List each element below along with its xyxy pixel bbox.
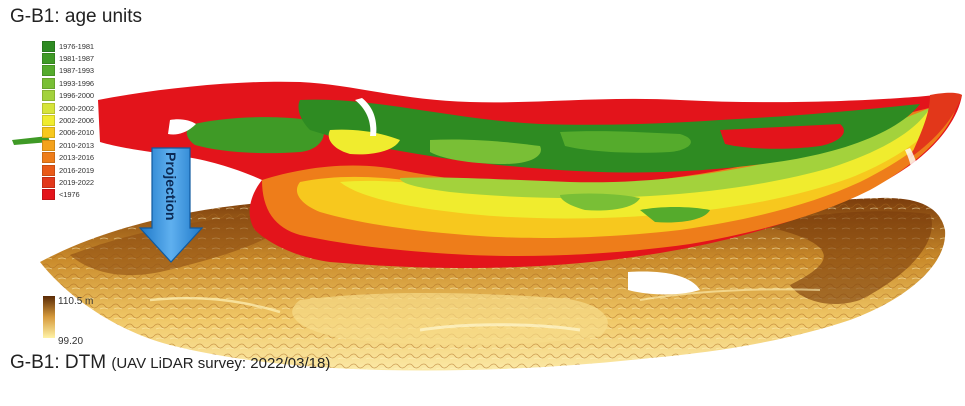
legend-swatch <box>42 127 55 139</box>
legend-item: 2013-2016 <box>42 152 94 164</box>
legend-swatch <box>42 53 55 65</box>
legend-label: 2002-2006 <box>59 116 94 126</box>
age-units-legend: 1976-1981 1981-1987 1987-1993 1993-1996 1996… <box>42 40 94 201</box>
legend-item: 2019-2022 <box>42 176 94 188</box>
legend-swatch <box>42 102 55 114</box>
legend-label: 2013-2016 <box>59 153 94 163</box>
legend-label: 1987-1993 <box>59 66 94 76</box>
legend-item: 1993-1996 <box>42 77 94 89</box>
age-units-title: G-B1: age units <box>10 6 143 27</box>
legend-label: <1976 <box>59 190 80 200</box>
dtm-title: G-B1: DTM (UAV LiDAR survey: 2022/03/18) <box>10 352 330 374</box>
legend-swatch <box>42 40 55 52</box>
legend-swatch <box>42 139 55 151</box>
legend-swatch <box>42 90 55 102</box>
legend-swatch <box>42 65 55 77</box>
legend-item: 1981-1987 <box>42 52 94 65</box>
elevation-max-label: 110.5 m <box>58 296 94 307</box>
legend-label: 1976-1981 <box>59 41 94 51</box>
legend-item: 1976-1981 <box>42 40 94 52</box>
legend-item: 2006-2010 <box>42 127 94 139</box>
legend-item: <1976 <box>42 189 94 201</box>
legend-item: 1996-2000 <box>42 90 94 102</box>
legend-label: 2006-2010 <box>59 128 94 138</box>
legend-label: 1981-1987 <box>59 54 94 64</box>
legend-swatch <box>42 152 55 164</box>
elevation-min-label: 99.20 <box>58 336 84 347</box>
legend-swatch <box>42 176 55 188</box>
legend-item: 2000-2002 <box>42 102 94 114</box>
legend-item: 2010-2013 <box>42 139 94 151</box>
legend-item: 1987-1993 <box>42 65 94 77</box>
legend-swatch <box>42 164 55 176</box>
legend-item: 2016-2019 <box>42 164 94 176</box>
legend-item: 2002-2006 <box>42 114 94 127</box>
legend-label: 2000-2002 <box>59 103 94 113</box>
legend-label: 1993-1996 <box>59 78 94 88</box>
legend-swatch <box>42 115 55 127</box>
legend-swatch <box>42 189 55 201</box>
legend-label: 2016-2019 <box>59 165 94 175</box>
legend-label: 2019-2022 <box>59 177 94 187</box>
legend-label: 1996-2000 <box>59 91 94 101</box>
dtm-title-main: G-B1: DTM <box>10 352 107 373</box>
dtm-title-sub: (UAV LiDAR survey: 2022/03/18) <box>111 355 331 372</box>
projection-label: Projection <box>163 152 179 220</box>
legend-swatch <box>42 77 55 89</box>
projection-arrow: Projection <box>138 147 204 263</box>
legend-label: 2010-2013 <box>59 140 94 150</box>
elevation-ramp <box>43 296 55 338</box>
age-units-map <box>12 81 962 269</box>
